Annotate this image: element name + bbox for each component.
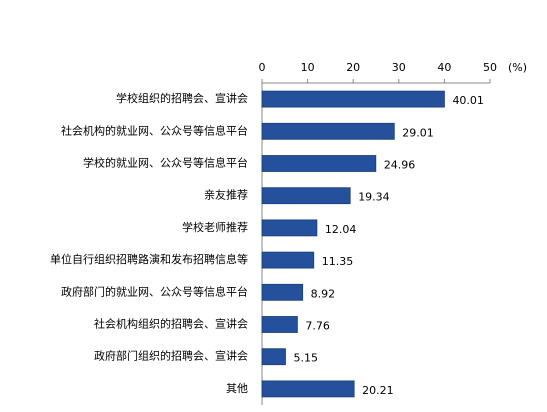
- y-tick-label: 政府部门的就业网、公众号等信息平台: [61, 284, 248, 298]
- y-tick-label: 亲友推荐: [204, 188, 248, 202]
- value-label: 11.35: [322, 255, 354, 268]
- value-label: 40.01: [452, 94, 484, 107]
- value-label: 5.15: [293, 352, 318, 365]
- value-label: 19.34: [358, 191, 390, 204]
- y-tick-label: 社会机构组织的招聘会、宣讲会: [94, 317, 248, 331]
- x-tick-label: 40: [437, 61, 451, 74]
- y-tick-label: 单位自行组织招聘路演和发布招聘信息等: [50, 252, 248, 266]
- bar: [261, 90, 445, 108]
- value-label: 8.92: [311, 287, 336, 300]
- bar: [261, 122, 395, 140]
- value-label: 12.04: [325, 223, 357, 236]
- bar: [261, 187, 351, 205]
- value-label: 24.96: [384, 159, 416, 172]
- bar: [261, 155, 377, 172]
- y-tick-label: 其他: [226, 382, 248, 395]
- value-label: 29.01: [402, 126, 434, 139]
- bar: [261, 219, 318, 237]
- x-tick-label: 10: [301, 61, 315, 74]
- x-tick-label: 20: [346, 61, 360, 74]
- x-tick-label: 0: [259, 61, 266, 74]
- y-tick-label: 学校老师推荐: [182, 220, 248, 234]
- y-tick-label: 学校组织的招聘会、宣讲会: [116, 91, 248, 105]
- bar: [261, 348, 286, 366]
- bar: [261, 380, 355, 398]
- value-label: 7.76: [305, 320, 330, 333]
- y-tick-label: 政府部门组织的招聘会、宣讲会: [94, 349, 248, 363]
- bar: [261, 283, 304, 301]
- y-tick-label: 学校的就业网、公众号等信息平台: [83, 156, 248, 170]
- y-tick-label: 社会机构的就业网、公众号等信息平台: [61, 123, 248, 137]
- bar: [261, 316, 298, 333]
- x-axis-label: (%): [508, 61, 527, 74]
- bar: [261, 251, 315, 269]
- x-tick-label: 30: [392, 61, 406, 74]
- x-tick-label: 50: [483, 61, 497, 74]
- value-label: 20.21: [362, 384, 394, 397]
